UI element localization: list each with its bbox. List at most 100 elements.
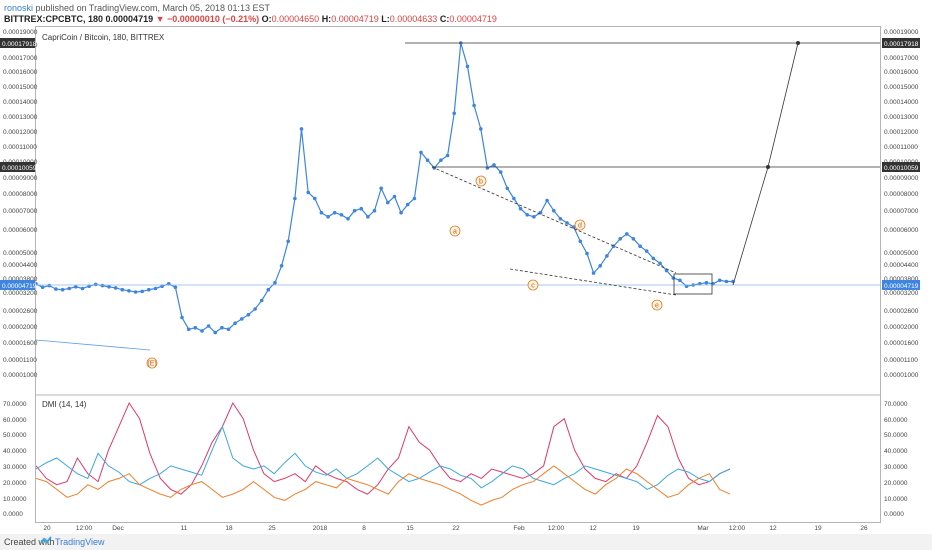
price-point [113, 286, 118, 290]
price-tick-label-left: 0.00003200 [3, 290, 38, 297]
price-point [313, 196, 317, 201]
price-tick-label-right: 0.00019000 [884, 29, 919, 36]
created-with-text: Created with [4, 537, 55, 547]
tradingview-brand[interactable]: TradingView [55, 537, 105, 547]
price-point [80, 286, 85, 291]
footer-bar: Created with TradingView [0, 534, 932, 550]
time-tick-label: 12:00 [76, 525, 93, 532]
author-link[interactable]: ronoski [4, 3, 34, 13]
price-point [512, 196, 516, 201]
chart-frame [35, 26, 881, 523]
price-tick-label-left: 0.00008000 [3, 191, 38, 198]
price-highlight-badge [0, 280, 35, 290]
price-tick-label-left: 0.00012000 [3, 129, 38, 136]
price-point [419, 150, 423, 155]
price-point [372, 208, 377, 213]
wave-label: a [453, 229, 457, 236]
target-marker [796, 41, 800, 45]
time-tick-label: 12 [589, 525, 597, 532]
price-highlight-label: 0.00017918 [884, 41, 919, 48]
price-tick-label-right: 0.00014000 [884, 99, 919, 106]
dmi-tick-label-left: 40.0000 [3, 448, 27, 455]
price-point [67, 286, 71, 291]
time-axis: 20 12:00 Dec 11 18 25 2018 8 15 22 Feb 12:00 12 19 Mar… [43, 525, 868, 532]
price-point [379, 186, 384, 191]
price-point [724, 279, 729, 284]
price-point [638, 244, 642, 248]
price-point [412, 196, 417, 201]
dmi-tick-label-left: 50.0000 [3, 432, 27, 439]
time-tick-label: Feb [513, 525, 525, 532]
projection-line-2 [767, 42, 799, 168]
price-highlight-label: 0.00004719 [884, 283, 919, 290]
price-point [545, 198, 549, 203]
dmi-tick-label-left: 20.0000 [3, 480, 27, 487]
price-highlight-badge [882, 38, 920, 48]
price-point [279, 264, 284, 268]
time-tick-label: 20 [43, 525, 51, 532]
price-point [518, 206, 523, 211]
dmi-series-0 [36, 401, 731, 495]
low-label: L: [381, 14, 390, 24]
price-highlight-label: 0.00010059 [2, 165, 37, 172]
price-tick-label-left: 0.00003800 [3, 276, 38, 283]
price-point [558, 217, 563, 221]
wave-marker [449, 225, 461, 237]
price-point [671, 276, 676, 280]
price-point [206, 324, 211, 328]
dmi-tick-label-left: 30.0000 [3, 464, 27, 471]
price-tick-label-left: 0.00013000 [3, 114, 38, 121]
price-tick-label-left: 0.00015000 [3, 84, 38, 91]
price-point [405, 202, 410, 207]
dmi-series-2 [36, 465, 731, 506]
time-tick-label: 18 [225, 525, 233, 532]
wave-marker [475, 175, 487, 187]
price-series-line [36, 42, 733, 334]
price-tick-label-right: 0.00016000 [884, 69, 919, 76]
price-chart[interactable]: CapriCoin / Bitcoin, 180, BITTREX DMI (1… [0, 0, 932, 534]
dmi-tick-label-left: 60.0000 [3, 417, 27, 424]
dmi-tick-label: 40.0000 [884, 448, 908, 455]
price-point [704, 280, 709, 285]
price-tick-label-right: 0.00013000 [884, 114, 919, 121]
dmi-pane [36, 401, 731, 506]
wave-marker [574, 219, 586, 231]
price-point [571, 225, 576, 229]
price-point [392, 194, 397, 199]
price-point [352, 208, 357, 213]
price-point [472, 103, 476, 108]
wave-annotations: (E) a b c d e [146, 175, 663, 369]
price-point [133, 290, 138, 294]
price-point [339, 213, 344, 217]
price-highlight-label: 0.00010059 [884, 165, 919, 172]
projection-line-1 [732, 166, 769, 286]
price-point [147, 287, 151, 292]
price-point [107, 285, 111, 289]
trend-line-e [36, 339, 151, 351]
price-tick-label-left: 0.00007000 [3, 208, 38, 215]
price-point [618, 237, 622, 241]
price-point [306, 190, 311, 195]
dmi-tick-label-left: 10.0000 [3, 496, 27, 503]
low-value: 0.00004633 [389, 14, 438, 24]
dmi-tick-label: 0.0000 [884, 511, 904, 518]
price-tick-label-left: 0.00001000 [3, 372, 38, 379]
price-tick-label-right: 0.00017000 [884, 55, 919, 62]
chart-title: CapriCoin / Bitcoin, 180, BITTREX [42, 33, 165, 42]
price-tick-label-left: 0.00011000 [3, 144, 37, 151]
price-point [492, 163, 496, 167]
price-point [246, 312, 251, 317]
time-tick-label: 12:00 [729, 525, 746, 532]
price-tick-label-left: 0.00006000 [3, 227, 38, 234]
price-point [140, 289, 144, 294]
price-tick-label-left: 0.00005000 [3, 250, 38, 257]
price-point [678, 278, 682, 283]
wave-marker [146, 357, 158, 369]
price-point [552, 208, 556, 213]
wedge-upper-line [431, 166, 677, 274]
price-point [120, 287, 125, 292]
time-tick-label: 12 [769, 525, 777, 532]
wave-label: (E) [147, 361, 156, 368]
publish-info: ronoski published on TradingView.com, Ma… [4, 3, 270, 13]
price-point [658, 261, 662, 266]
